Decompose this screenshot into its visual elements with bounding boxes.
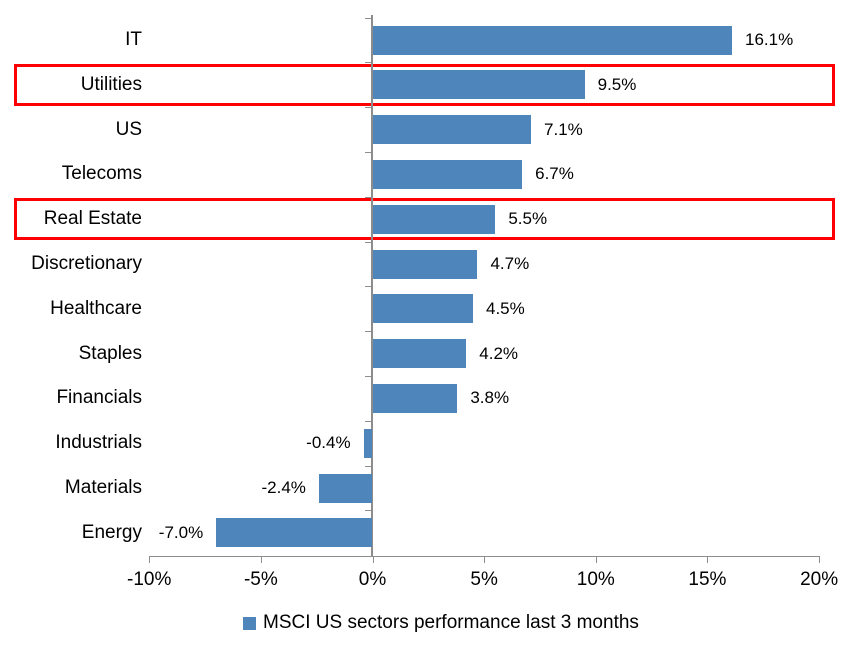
value-label-us: 7.1% (544, 119, 583, 139)
category-axis-tick (365, 196, 372, 198)
value-label-financials: 3.8% (470, 388, 510, 408)
category-axis-tick (365, 420, 372, 422)
x-axis-tick (819, 556, 821, 563)
x-tick-label--5-: -5% (243, 569, 278, 590)
bar-utilities (372, 70, 585, 100)
legend-marker-icon (243, 616, 256, 630)
category-label-utilities: Utilities (80, 73, 142, 95)
category-axis-tick (365, 510, 372, 512)
category-label-telecoms: Telecoms (61, 163, 142, 185)
legend-label: MSCI US sectors performance last 3 month… (263, 612, 639, 633)
category-axis-tick (365, 331, 372, 333)
x-tick-label-0-: 0% (358, 569, 387, 590)
category-label-energy: Energy (81, 521, 142, 543)
category-label-real-estate: Real Estate (43, 208, 142, 230)
category-axis-tick (365, 152, 372, 153)
bar-healthcare (372, 294, 473, 324)
category-label-it: IT (125, 29, 142, 50)
bar-us (372, 115, 532, 145)
x-axis-line (149, 556, 820, 557)
category-label-healthcare: Healthcare (50, 297, 142, 319)
bar-staples (372, 339, 467, 369)
category-axis-tick (365, 62, 372, 64)
value-label-healthcare: 4.5% (485, 298, 525, 318)
category-label-us: US (115, 118, 142, 140)
category-axis-tick (365, 17, 372, 19)
bar-it (372, 25, 732, 55)
value-label-industrials: -0.4% (306, 433, 351, 453)
bar-telecoms (372, 159, 523, 189)
value-label-staples: 4.2% (479, 343, 519, 363)
bar-financials (372, 383, 458, 413)
category-label-industrials: Industrials (55, 432, 142, 454)
category-label-financials: Financials (56, 387, 142, 409)
x-axis-tick (260, 556, 262, 563)
legend: MSCI US sectors performance last 3 month… (243, 611, 639, 635)
highlight-box-real-estate (14, 198, 835, 241)
bar-discretionary (372, 249, 478, 279)
category-axis-tick (365, 241, 372, 243)
category-label-staples: Staples (78, 342, 142, 364)
x-axis-tick (595, 556, 597, 563)
value-label-it: 16.1% (745, 30, 794, 49)
value-label-materials: -2.4% (261, 478, 306, 497)
bar-materials (318, 473, 373, 503)
zero-axis-line (371, 15, 373, 556)
x-axis-tick (372, 556, 374, 563)
bar-industrials (363, 428, 373, 458)
category-axis-tick (365, 376, 372, 377)
x-tick-label-10-: 10% (576, 569, 615, 590)
x-axis-tick (484, 556, 486, 563)
x-axis-tick (149, 556, 151, 563)
x-tick-label--10-: -10% (127, 569, 172, 590)
value-label-discretionary: 4.7% (490, 254, 530, 273)
x-tick-label-20-: 20% (800, 569, 839, 590)
category-axis-tick (365, 107, 372, 109)
category-axis-tick (365, 286, 372, 288)
x-tick-label-15-: 15% (688, 569, 727, 590)
x-tick-label-5-: 5% (470, 569, 498, 590)
highlight-box-utilities (14, 63, 835, 106)
value-label-real-estate: 5.5% (508, 209, 548, 229)
bar-energy (216, 518, 373, 548)
value-label-utilities: 9.5% (597, 74, 637, 94)
category-label-materials: Materials (64, 477, 142, 498)
bar-real-estate (372, 204, 496, 234)
x-axis-tick (707, 556, 709, 563)
value-label-energy: -7.0% (158, 522, 204, 542)
value-label-telecoms: 6.7% (535, 164, 574, 184)
category-label-discretionary: Discretionary (31, 253, 142, 274)
category-axis-tick (365, 465, 372, 467)
